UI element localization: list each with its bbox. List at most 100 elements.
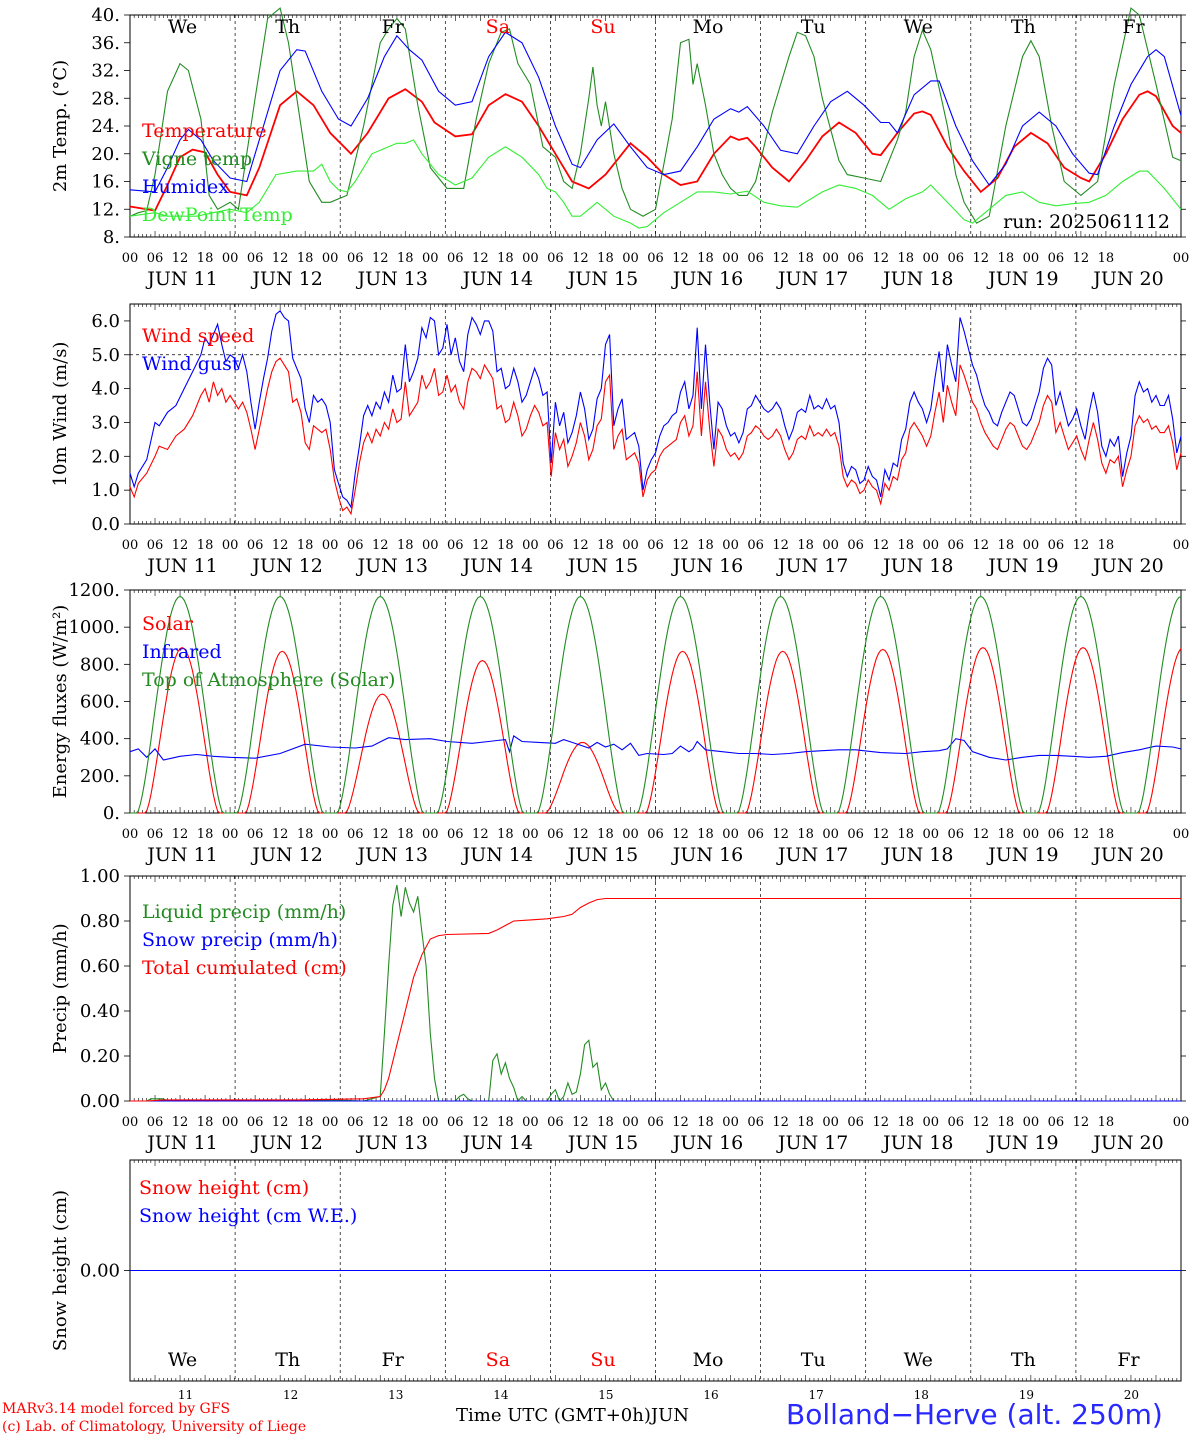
hour-tick-label: 06 [547,251,564,266]
hour-tick-label: 06 [347,538,364,553]
date-label: JUN 11 [145,844,217,866]
date-label: JUN 17 [776,1132,848,1154]
y-tick-label: 12. [91,199,120,220]
y-axis-label: Energy fluxes (W/m²) [50,605,71,799]
legend-entry: Temperature [142,120,266,142]
y-tick-label: 800. [80,654,120,675]
hour-tick-label: 06 [747,1115,764,1130]
hour-tick-label: 00 [122,251,139,266]
date-label: JUN 12 [250,844,322,866]
hour-tick-label: 18 [197,827,214,842]
hour-tick-label: 06 [347,251,364,266]
y-tick-label: 28. [91,88,120,109]
hour-tick-label: 06 [747,251,764,266]
hour-tick-label: 18 [797,538,814,553]
hour-tick-label: 12 [472,251,489,266]
hour-tick-label: 06 [647,251,664,266]
hour-tick-label: 00 [1023,1115,1040,1130]
date-label: JUN 16 [671,1132,743,1154]
date-label: JUN 13 [356,555,428,577]
hour-tick-label: 06 [447,827,464,842]
hour-tick-label: 12 [372,827,389,842]
hour-tick-label: 18 [597,538,614,553]
hour-tick-label: 12 [272,251,289,266]
lab-credit: (c) Lab. of Climatology, University of L… [2,1419,307,1435]
hour-tick-label: 06 [247,251,264,266]
hour-tick-label: 00 [122,538,139,553]
hour-tick-label: 00 [122,827,139,842]
hour-tick-label: 00 [922,827,939,842]
hour-tick-label: 12 [672,251,689,266]
hour-tick-label: 00 [522,538,539,553]
y-tick-label: 0. [103,803,120,824]
month-label: JUN [650,1405,690,1426]
hour-tick-label: 06 [1048,538,1065,553]
hour-tick-label: 12 [872,827,889,842]
date-label: JUN 16 [671,268,743,290]
y-tick-label: 2.0 [91,446,120,467]
hour-tick-label: 06 [147,1115,164,1130]
hour-tick-label: 12 [1073,251,1090,266]
hour-tick-label: 00 [222,251,239,266]
date-label: JUN 19 [986,1132,1058,1154]
legend-entry: Snow height (cm) [139,1177,309,1199]
date-label: JUN 12 [250,555,322,577]
date-label: JUN 16 [671,555,743,577]
hour-tick-label: 06 [447,251,464,266]
hour-tick-label: 00 [622,827,639,842]
y-axis-label: Snow height (cm) [50,1190,71,1351]
weekday-label: We [168,16,197,38]
hour-tick-label: 06 [1048,1115,1065,1130]
series-line-top-of-atmosphere-solar- [130,595,1182,814]
date-label: JUN 15 [566,555,638,577]
hour-tick-label: 12 [672,827,689,842]
hour-tick-label: 12 [772,827,789,842]
weekday-label: Fr [382,1349,405,1371]
hour-tick-label: 18 [397,251,414,266]
hour-tick-label: 00 [322,251,339,266]
hour-tick-label: 06 [948,538,965,553]
hour-tick-label: 00 [422,538,439,553]
weekday-label: Mo [693,1349,724,1371]
legend-entry: Vigne temp [141,148,252,170]
hour-tick-label: 06 [847,827,864,842]
hour-tick-label: 00 [222,538,239,553]
hour-tick-label: 18 [998,827,1015,842]
time-axis-title: Time UTC (GMT+0h) [456,1405,651,1426]
weekday-label: Mo [693,16,724,38]
hour-tick-label: 06 [948,827,965,842]
hour-tick-label: 06 [547,538,564,553]
weekday-label: Th [275,16,300,38]
hour-tick-label: 00 [322,827,339,842]
hour-tick-label: 18 [297,1115,314,1130]
legend-entry: Wind speed [142,325,254,347]
weekday-label: Fr [382,16,405,38]
chart-panel-2: 0.0 1.0 2.0 3.0 4.0 5.0 6.0 10m Wind (m/s) Wind … [50,303,1189,577]
y-tick-label: 0.00 [80,1091,120,1112]
weekday-label: Su [590,16,615,38]
day-number: 19 [1019,1388,1034,1402]
hour-tick-label: 18 [297,538,314,553]
hour-tick-label: 00 [222,827,239,842]
day-number: 11 [178,1388,193,1402]
hour-tick-label: 06 [147,251,164,266]
hour-tick-label: 18 [697,1115,714,1130]
hour-tick-label: 06 [147,827,164,842]
hour-tick-label: 06 [347,1115,364,1130]
hour-tick-label: 06 [1048,251,1065,266]
hour-tick-label: 06 [747,827,764,842]
date-label: JUN 16 [671,844,743,866]
legend-entry: Top of Atmosphere (Solar) [142,669,395,691]
y-tick-label: 4.0 [91,379,120,400]
weekday-label: Fr [1122,16,1145,38]
legend-entry: DewPoint Temp [142,204,293,226]
y-tick-label: 40. [91,5,120,26]
run-label: run: 2025061112 [1003,211,1170,233]
hour-tick-label: 18 [897,827,914,842]
y-tick-label: 0.20 [80,1046,120,1067]
hour-tick-label: 18 [697,538,714,553]
hour-tick-label: 00 [1173,827,1190,842]
hour-tick-label: 18 [797,1115,814,1130]
day-number: 16 [703,1388,718,1402]
day-number: 20 [1124,1388,1139,1402]
